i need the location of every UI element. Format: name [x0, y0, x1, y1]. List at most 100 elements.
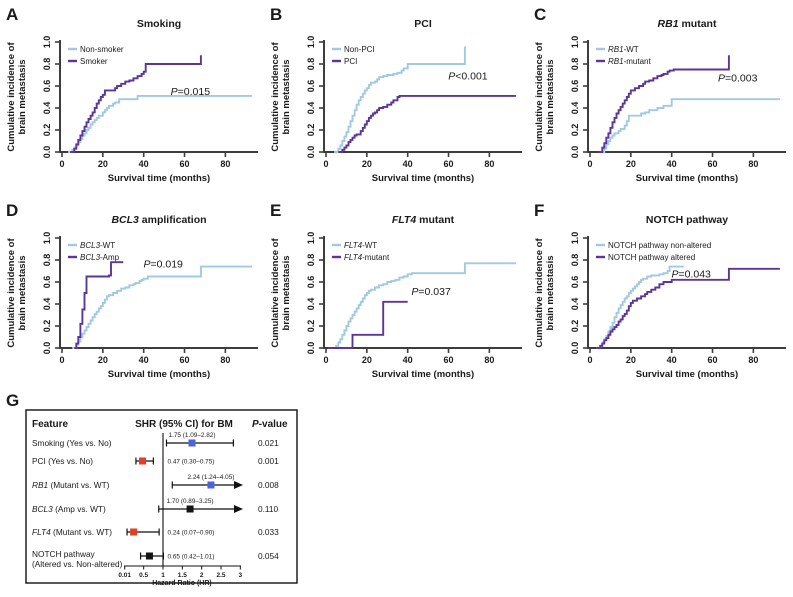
y-tick-label: 0.2	[42, 320, 52, 333]
p-value-label: P<0.001	[448, 70, 488, 82]
legend-label: RB1-mutant	[608, 57, 651, 66]
forest-header-feature: Feature	[32, 419, 69, 430]
y-tick-label: 0.6	[42, 80, 52, 93]
x-tick-label: 20	[626, 355, 636, 365]
y-axis-label: Cumulative incidence of	[270, 42, 281, 152]
x-axis-label: Survival time (months)	[372, 173, 474, 184]
x-axis-label: Survival time (months)	[108, 369, 210, 380]
forest-p-value: 0.008	[258, 480, 279, 490]
x-axis-label: Survival time (months)	[108, 173, 210, 184]
legend-label: RB1-WT	[608, 45, 639, 54]
x-axis-label: Survival time (months)	[636, 173, 738, 184]
y-tick-label: 0.0	[306, 146, 316, 159]
x-tick-label: 80	[484, 355, 494, 365]
x-tick-label: 80	[220, 159, 230, 169]
x-tick-label: 40	[139, 159, 149, 169]
forest-p-value: 0.110	[258, 504, 279, 514]
forest-value-label: 1.70 (0.89–3.25)	[167, 498, 214, 505]
forest-marker	[186, 505, 194, 513]
legend-label: Non-smoker	[80, 45, 124, 54]
y-axis-label: Cumulative incidence of	[6, 42, 17, 152]
panel-f-chart: F NOTCH pathway 0 20 40 60 80 0.0 0.2 0.4 0.6 0.8 1.…	[534, 201, 786, 380]
forest-tick-label: 2	[200, 572, 204, 579]
x-tick-label: 40	[667, 159, 677, 169]
forest-ci-arrow	[234, 505, 243, 513]
panel-title: Smoking	[137, 18, 181, 30]
legend-label: FLT4-mutant	[344, 253, 390, 262]
panel-e-chart: E FLT4 mutant 0 20 40 60 80 0.0 0.2 0.4 0.6 0.8 1.0 S…	[270, 201, 522, 380]
y-tick-label: 0.8	[306, 254, 316, 267]
x-tick-label: 40	[139, 355, 149, 365]
y-tick-label: 0.0	[570, 146, 580, 159]
x-tick-label: 0	[587, 159, 592, 169]
panel-letter: C	[534, 5, 546, 24]
y-tick-label: 1.0	[306, 36, 316, 49]
forest-tick-label: 0.5	[139, 572, 148, 579]
x-tick-label: 0	[59, 159, 64, 169]
y-tick-label: 0.6	[306, 276, 316, 289]
y-axis-label: brain metastasis	[17, 256, 28, 331]
x-tick-label: 0	[587, 355, 592, 365]
x-tick-label: 20	[362, 355, 372, 365]
legend-label: Non-PCI	[344, 45, 375, 54]
y-tick-label: 0.8	[42, 254, 52, 267]
forest-row-feature: BCL3 (Amp vs. WT)	[32, 504, 106, 514]
y-tick-label: 0.2	[42, 124, 52, 137]
panel-b-chart: B PCI 0 20 40 60 80 0.0 0.2 0.4 0.6 0.8 1.0 Survival …	[270, 5, 522, 184]
y-tick-label: 0.2	[306, 320, 316, 333]
forest-marker	[139, 457, 147, 465]
y-tick-label: 1.0	[306, 232, 316, 245]
forest-tick-label: 1	[161, 572, 165, 579]
panel-letter: F	[534, 201, 544, 220]
y-tick-label: 0.4	[42, 102, 52, 115]
curve-non-smoker	[68, 94, 252, 153]
y-axis-label: brain metastasis	[281, 256, 292, 331]
x-tick-label: 60	[180, 355, 190, 365]
y-axis-label: Cumulative incidence of	[534, 238, 545, 348]
curve-rb1-wt	[600, 98, 780, 153]
forest-value-label: 0.24 (0.07–0.90)	[168, 529, 215, 536]
curve-bcl3-wt	[72, 265, 252, 349]
panel-title: PCI	[414, 18, 432, 30]
legend-label: PCI	[344, 57, 357, 66]
x-axis-label: Survival time (months)	[636, 369, 738, 380]
x-axis-label: Survival time (months)	[372, 369, 474, 380]
forest-header-shr: SHR (95% CI) for BM	[135, 419, 233, 430]
panel-title: RB1 mutant	[658, 18, 717, 30]
y-tick-label: 1.0	[570, 36, 580, 49]
panel-letter: A	[6, 5, 18, 24]
forest-value-label: 2.24 (1.24–4.05)	[187, 474, 234, 481]
forest-axis-label: Hazard Ratio (HR)	[152, 580, 212, 587]
panel-d-chart: D BCL3 amplification 0 20 40 60 80 0.0 0.2 0.4 0.6…	[6, 201, 258, 380]
x-tick-label: 20	[362, 159, 372, 169]
forest-value-label: 0.65 (0.42–1.01)	[168, 553, 215, 560]
y-tick-label: 0.4	[42, 298, 52, 311]
y-tick-label: 0.0	[570, 342, 580, 355]
x-tick-label: 80	[484, 159, 494, 169]
y-tick-label: 0.4	[570, 102, 580, 115]
forest-box	[25, 409, 298, 584]
y-axis-label: brain metastasis	[545, 60, 556, 135]
curve-notch-pathway-altered	[596, 267, 780, 349]
x-tick-label: 20	[626, 159, 636, 169]
x-tick-label: 80	[748, 159, 758, 169]
x-tick-label: 60	[180, 159, 190, 169]
x-tick-label: 60	[444, 159, 454, 169]
x-tick-label: 80	[220, 355, 230, 365]
forest-value-label: 1.75 (1.09–2.82)	[169, 432, 216, 439]
y-axis-label: brain metastasis	[545, 256, 556, 331]
y-tick-label: 0.2	[570, 124, 580, 137]
forest-row-feature: Smoking (Yes vs. No)	[32, 438, 112, 448]
legend-label: Smoker	[80, 57, 108, 66]
forest-row-feature: RB1 (Mutant vs. WT)	[32, 480, 110, 490]
x-tick-label: 20	[98, 159, 108, 169]
forest-marker	[130, 528, 138, 536]
y-tick-label: 1.0	[570, 232, 580, 245]
x-tick-label: 0	[323, 355, 328, 365]
forest-ci-arrow	[234, 481, 243, 489]
panel-a-chart: A Smoking 0 20 40 60 80 0.0 0.2 0.4 0.6 0.8 1.0 Survi…	[6, 5, 258, 184]
x-tick-label: 60	[708, 159, 718, 169]
panel-letter: B	[270, 5, 282, 24]
x-tick-label: 80	[748, 355, 758, 365]
